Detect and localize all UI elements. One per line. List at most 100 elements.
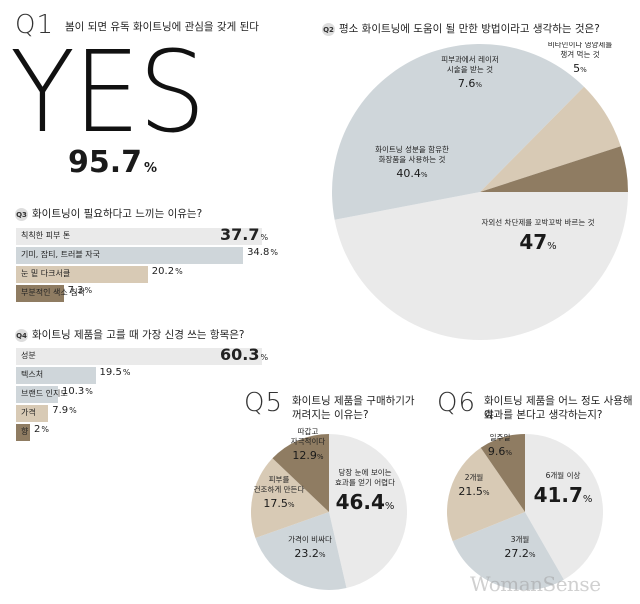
q3-bar-row: 눈 밑 다크서클 20.2% — [16, 266, 276, 283]
q5-slice-value: 46.4% — [336, 490, 395, 514]
q3-bar-label: 눈 밑 다크서클 — [21, 269, 71, 278]
q3-bar-row: 기미, 잡티, 트러블 자국 34.8% — [16, 247, 278, 264]
q5-slice-value: 17.5% — [263, 497, 295, 510]
q1-answer: YES — [10, 28, 206, 158]
q3-bar-row: 칙칙한 피부 톤 37.7% — [16, 225, 276, 245]
q5-slice-label-text: 당장 눈에 보이는 — [338, 467, 391, 477]
q4-bar — [16, 405, 49, 422]
q5-slice-label-text: 가격이 비싸다 — [288, 534, 332, 544]
q6-slice-label-text: 6개월 이상 — [546, 470, 581, 480]
q4-bar — [16, 424, 30, 441]
q6-pie-chart: 6개월 이상 41.7% 3개월 27.2% 2개월 21.5% 일주일 9.6% — [447, 433, 603, 590]
q4-bar-label: 텍스처 — [21, 370, 44, 379]
q2-slice-label-text: 비타민이나 영양제를 — [548, 42, 613, 49]
q4-bar-chart: 성분 60.3% 텍스처 19.5% 브랜드 인지도 10.3% 가격 7.9% 향 2% — [0, 345, 270, 448]
q2-slice — [480, 146, 628, 192]
q5-slice-label-text: 효과를 얻기 어렵다 — [335, 477, 395, 487]
q6-title-line1: 화이트닝 제품을 어느 정도 사용해야 — [484, 395, 633, 421]
q5-slice-label-text: 따갑고 — [298, 427, 319, 436]
q2-badge: Q2 — [322, 23, 335, 36]
q3-bar-value: 20.2% — [151, 266, 183, 277]
q2-slice-value: 7.6% — [458, 77, 483, 90]
q5-slice-label-text: 피부를 — [269, 475, 290, 484]
q6-slice-value: 27.2% — [504, 547, 536, 560]
q5-slice — [272, 434, 329, 512]
q1-value-number: 95.7 — [68, 145, 143, 180]
q2-title: 평소 화이트닝에 도움이 될 만한 방법이라고 생각하는 것은? — [339, 23, 600, 35]
q4-bar-label: 향 — [21, 427, 29, 436]
q6-slice-label-text: 일주일 — [490, 433, 511, 442]
q3-bar-value: 34.8% — [247, 247, 278, 258]
q3-bar-value: 37.7% — [220, 225, 269, 244]
q4-badge: Q4 — [15, 329, 28, 342]
q4-bar — [16, 348, 262, 365]
q6-slice — [525, 434, 603, 580]
watermark: WomanSense — [470, 572, 601, 596]
q5-title-line1: 화이트닝 제품을 구매하기가 — [292, 395, 415, 407]
q5-slice — [329, 434, 407, 589]
q1-title: 봄이 되면 유독 화이트닝에 관심을 갖게 된다 — [65, 21, 259, 33]
q5-slice-label-text: 건조하게 만든다 — [254, 484, 305, 494]
q6-slice-value: 41.7% — [534, 483, 593, 507]
q1-value-unit: % — [144, 161, 158, 176]
q2-slice-value: 40.4% — [396, 167, 428, 180]
q4-bar-label: 브랜드 인지도 — [21, 389, 68, 398]
q4-bar-label: 성분 — [21, 351, 36, 360]
q3-title: 화이트닝이 필요하다고 느끼는 이유는? — [32, 208, 203, 220]
q6-title-line2: 효과를 본다고 생각하는지? — [484, 409, 603, 421]
q4-bar-value: 7.9% — [52, 405, 77, 416]
q4-bar — [16, 386, 59, 403]
q3-bar-label: 칙칙한 피부 톤 — [21, 231, 71, 240]
q4-bar-label: 가격 — [21, 408, 36, 417]
q6-slice-label: 3개월 27.2% — [504, 534, 536, 560]
q6-slice-label: 일주일 9.6% — [488, 433, 513, 458]
q5-slice-label: 가격이 비싸다 23.2% — [288, 534, 332, 560]
q3-bar — [16, 285, 64, 302]
q2-slice — [480, 86, 621, 192]
q6-slice-value: 9.6% — [488, 445, 513, 458]
q3-badge: Q3 — [15, 208, 28, 221]
q4-bar-row: 성분 60.3% — [16, 345, 276, 365]
q3-bar-label: 부분적인 색소 침착 — [21, 288, 85, 297]
q3-bar — [16, 228, 262, 245]
q5-slice-value: 23.2% — [294, 547, 326, 560]
q3-bar-label: 기미, 잡티, 트러블 자국 — [21, 250, 100, 259]
q5-slice — [255, 512, 347, 590]
q6-slice — [480, 434, 525, 512]
q1-value: 95.7% — [68, 145, 157, 180]
q2-slice-label-text: 화장품을 사용하는 것 — [379, 154, 446, 164]
q4-bar-row: 가격 7.9% — [16, 405, 276, 422]
q4-bar-value: 19.5% — [99, 367, 131, 378]
q2-slice-label-text: 자외선 차단제를 꼬박꼬박 바르는 것 — [481, 217, 594, 227]
q3-bar — [16, 247, 244, 264]
q2-slice — [332, 44, 584, 220]
q1-number: Q1 — [15, 10, 55, 40]
q6-slice-label-text: 3개월 — [511, 534, 530, 544]
q4-bar-value: 60.3% — [220, 345, 269, 364]
q4-bar — [16, 367, 96, 384]
q3-bar-chart: 칙칙한 피부 톤 37.7% 기미, 잡티, 트러블 자국 34.8% 눈 밑 다크서클… — [0, 225, 278, 308]
q5-slice — [251, 458, 329, 538]
q4-bar-value: 10.3% — [62, 386, 93, 397]
q2-slice-label-text: 챙겨 먹는 것 — [560, 49, 599, 59]
q4-bar-row: 텍스처 19.5% — [16, 367, 276, 384]
q5-slice-label-text: 자극적이다 — [291, 436, 326, 446]
q5-title-line2: 꺼려지는 이유는? — [292, 409, 369, 421]
q2-slice-label-text: 시술을 받는 것 — [447, 64, 493, 74]
q3-bar-value: 7.3% — [67, 285, 93, 296]
q6-slice — [447, 447, 525, 542]
q5-slice-value: 12.9% — [292, 449, 324, 462]
q6-slice-label: 2개월 21.5% — [458, 472, 490, 498]
q4-bar-row: 브랜드 인지도 10.3% — [16, 386, 276, 403]
q6-slice-value: 21.5% — [458, 485, 490, 498]
q6-number: Q6 — [437, 388, 477, 418]
q3-bar-row: 부분적인 색소 침착 7.3% — [16, 285, 276, 302]
